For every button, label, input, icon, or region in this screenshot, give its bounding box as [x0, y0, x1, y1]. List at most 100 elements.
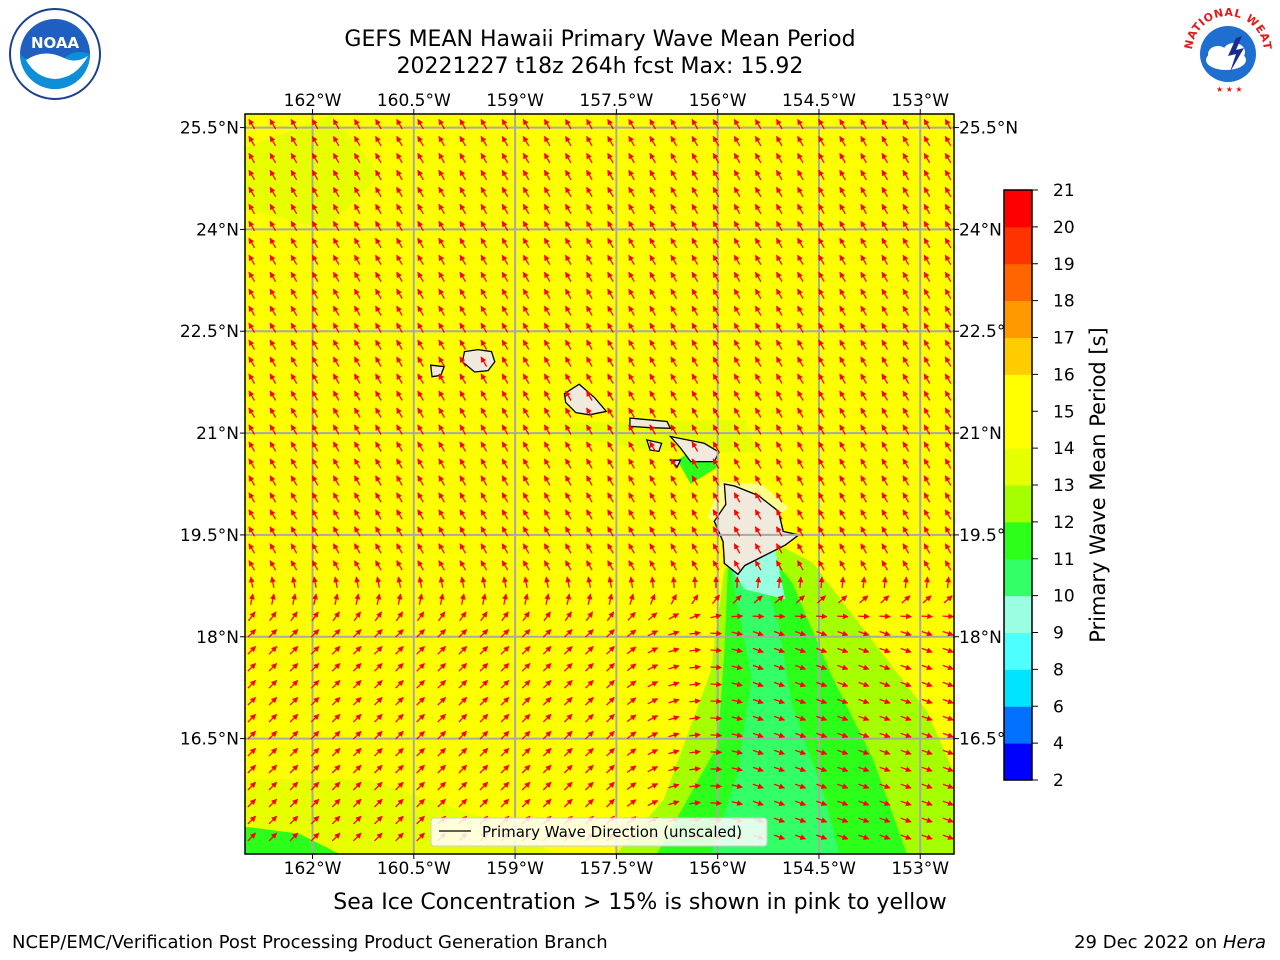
wave-arrow-536	[797, 373, 804, 384]
wave-arrow-629	[607, 424, 614, 435]
wave-arrow-228	[754, 220, 762, 232]
wave-arrow-218	[543, 220, 551, 232]
wave-arrow-625	[522, 424, 530, 435]
wave-arrow-499	[733, 356, 741, 367]
wave-arrow-404	[881, 305, 889, 316]
wave-arrow-87	[649, 152, 656, 164]
wave-arrow-753	[353, 492, 361, 503]
wave-arrow-93	[775, 152, 783, 164]
wave-arrow-554	[459, 390, 467, 401]
wave-arrow-505	[860, 356, 867, 367]
wave-arrow-587	[438, 407, 445, 418]
wave-arrow-210	[375, 220, 382, 232]
wave-arrow-175	[353, 203, 361, 215]
wave-arrow-140	[332, 186, 340, 198]
wave-arrow-422	[543, 322, 551, 333]
colorbar-label: Primary Wave Mean Period [s]	[1086, 327, 1110, 643]
wave-arrow-181	[480, 203, 488, 215]
wave-arrow-157	[691, 186, 699, 198]
wave-arrow-796	[543, 509, 551, 520]
wave-arrow-383	[438, 305, 445, 316]
wave-arrow-674	[839, 441, 846, 452]
wave-arrow-164	[839, 186, 846, 198]
wave-arrow-52	[628, 135, 635, 147]
colorbar-segment-0	[1004, 743, 1032, 781]
colorbar-tick-label: 11	[1053, 550, 1075, 570]
wave-arrow-107	[353, 169, 361, 181]
wave-arrow-445	[311, 339, 319, 350]
wave-arrow-487	[480, 356, 488, 367]
wave-arrow-1017	[900, 613, 912, 620]
wave-arrow-678	[923, 441, 931, 452]
wave-arrow-156	[670, 186, 678, 198]
wave-arrow-61	[818, 135, 825, 147]
wave-arrow-303	[902, 254, 910, 266]
wave-arrow-62	[839, 135, 846, 147]
wave-arrow-471	[860, 339, 867, 350]
wave-arrow-69	[269, 152, 277, 164]
wave-arrow-252	[543, 237, 551, 249]
wave-arrow-572	[839, 390, 846, 401]
wave-arrow-1382	[710, 800, 723, 807]
wave-arrow-462	[670, 339, 678, 350]
wave-arrow-284	[501, 254, 509, 266]
wave-arrow-522	[501, 373, 509, 384]
wave-arrow-10	[459, 118, 467, 130]
wave-arrow-1014	[837, 613, 849, 620]
wave-arrow-648	[290, 441, 298, 452]
wave-arrow-427	[649, 322, 656, 333]
wave-arrow-723	[438, 475, 445, 486]
wave-arrow-811	[860, 509, 867, 520]
wave-arrow-669	[733, 441, 741, 452]
wave-arrow-752	[332, 492, 340, 503]
wave-arrow-541	[902, 373, 910, 384]
wave-arrow-78	[459, 152, 467, 164]
y-tick-label-left: 25.5°N	[180, 119, 239, 139]
wave-arrow-754	[375, 492, 382, 503]
wave-arrow-305	[944, 254, 952, 266]
wave-arrow-516	[375, 373, 382, 384]
wave-arrow-478	[290, 356, 298, 367]
wave-arrow-138	[290, 186, 298, 198]
wave-arrow-446	[332, 339, 340, 350]
wave-arrow-231	[818, 220, 825, 232]
wave-arrow-217	[522, 220, 530, 232]
wave-arrow-612	[248, 424, 256, 435]
wave-arrow-308	[290, 271, 298, 283]
wave-arrow-771	[733, 492, 741, 503]
wave-arrow-799	[607, 509, 614, 520]
wave-arrow-268	[881, 237, 889, 249]
legend-label: Primary Wave Direction (unscaled)	[482, 823, 742, 841]
wave-arrow-682	[290, 458, 298, 469]
wave-arrow-197	[818, 203, 825, 215]
wave-arrow-380	[375, 305, 382, 316]
colorbar-segment-2	[1004, 669, 1032, 707]
colorbar-tick-label: 14	[1053, 439, 1075, 459]
wave-arrow-638	[797, 424, 804, 435]
wave-arrow-120	[628, 169, 635, 181]
wave-arrow-162	[797, 186, 804, 198]
wave-arrow-559	[564, 390, 572, 401]
wave-arrow-426	[628, 322, 635, 333]
wave-arrow-756	[417, 492, 424, 503]
wave-arrow-825	[438, 526, 445, 537]
wave-arrow-525	[564, 373, 572, 384]
wave-arrow-394	[670, 305, 678, 316]
wave-arrow-155	[649, 186, 656, 198]
wave-arrow-775	[818, 492, 825, 503]
wave-arrow-357	[607, 288, 614, 300]
wave-arrow-453	[480, 339, 488, 350]
wave-arrow-180	[459, 203, 467, 215]
colorbar-tick-label: 20	[1053, 218, 1075, 238]
wave-arrow-79	[480, 152, 488, 164]
wave-arrow-401	[818, 305, 825, 316]
wave-arrow-290	[628, 254, 635, 266]
wave-arrow-1010	[752, 613, 765, 620]
wave-arrow-490	[543, 356, 551, 367]
wave-arrow-5	[353, 118, 361, 130]
wave-arrow-82	[543, 152, 551, 164]
wave-arrow-215	[480, 220, 488, 232]
wave-arrow-746	[923, 475, 931, 486]
wave-arrow-656	[459, 441, 467, 452]
colorbar-tick-label: 6	[1053, 697, 1064, 717]
